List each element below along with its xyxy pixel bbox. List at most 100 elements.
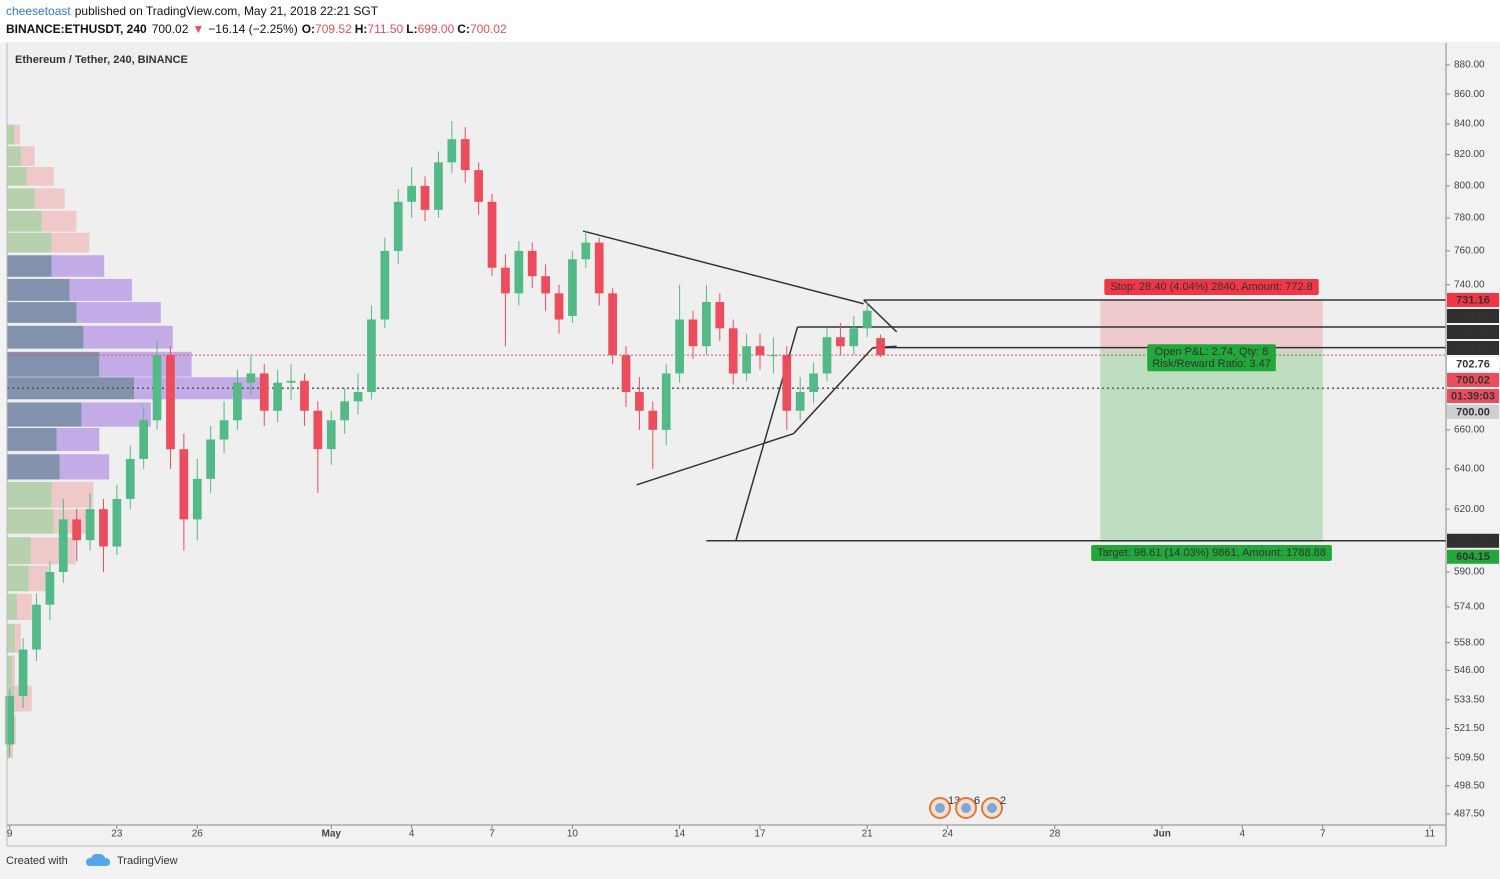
candle-body: [487, 201, 497, 268]
candle-body: [45, 572, 55, 605]
candle-body: [286, 380, 296, 383]
y-tick-label: 487.50: [1454, 809, 1485, 820]
volume-up: [7, 402, 82, 427]
volume-up: [7, 428, 57, 451]
y-tick-label: 660.00: [1454, 424, 1485, 435]
pnl-label: Open P&L: 2.74, Qty: 8: [1155, 346, 1269, 358]
ratio-label: Risk/Reward Ratio: 3.47: [1152, 358, 1271, 370]
stop-label-bg: [1104, 278, 1319, 295]
price-label-bg: [1447, 388, 1499, 403]
y-tick-label: 574.00: [1454, 602, 1485, 613]
h: 711.50: [367, 22, 403, 36]
volume-down: [20, 146, 35, 166]
volume-down: [41, 210, 77, 232]
author[interactable]: cheesetoast: [6, 4, 71, 18]
volume-down: [11, 655, 15, 686]
chart-layer: Stop: 28.40 (4.04%) 2840, Amount: 772.8 T…: [5, 120, 1446, 819]
price-label: 729.80: [1456, 310, 1490, 322]
volume-down: [56, 428, 100, 451]
candle-body: [139, 420, 149, 459]
logo: [86, 853, 110, 866]
x-tick-label: 4: [409, 829, 415, 840]
price-label-bg: [1447, 340, 1499, 355]
candle-body: [554, 293, 564, 320]
candle-body: [85, 509, 95, 541]
volume-down: [99, 351, 192, 377]
x-tick-label: 4: [1240, 829, 1246, 840]
candle-body: [514, 250, 524, 294]
footer-brand[interactable]: TradingView: [117, 855, 178, 867]
volume-up: [7, 325, 84, 349]
candle-body: [675, 319, 684, 374]
candle-body: [474, 170, 483, 202]
volume-up: [7, 623, 15, 653]
candle-body: [822, 337, 832, 374]
volume-down: [51, 255, 105, 277]
volume-up: [7, 509, 54, 534]
candle-body: [420, 185, 430, 210]
y-tick-label: 880.00: [1454, 60, 1485, 71]
volume-up: [7, 210, 42, 232]
candle-body: [246, 373, 256, 383]
pnl-bg: [1147, 344, 1276, 372]
published: published on TradingView.com, May 21, 20…: [75, 4, 379, 18]
y-tick-label: 760.00: [1454, 246, 1485, 257]
x-tick-label: 23: [111, 829, 123, 840]
candle-body: [862, 310, 872, 329]
candle-body: [393, 201, 403, 251]
price-label-bg: [1447, 372, 1499, 387]
price-label: 715.75: [1456, 326, 1490, 338]
x-tick-label: 17: [754, 829, 766, 840]
c-label: C:: [457, 22, 470, 36]
y-tick-label: 620.00: [1454, 504, 1485, 515]
event-icon-inner: [987, 803, 997, 813]
candle-body: [32, 604, 41, 650]
x-tick-label: 7: [489, 829, 495, 840]
trend-line: [636, 432, 794, 486]
candle-body: [876, 338, 885, 356]
x-tick-label: May: [322, 829, 342, 840]
candle-body: [112, 498, 122, 547]
target-label-bg: [1091, 544, 1332, 561]
price-label-bg: [1447, 292, 1499, 307]
candle-body: [809, 373, 818, 392]
c: 700.02: [470, 22, 507, 36]
volume-down: [9, 740, 13, 759]
volume-down: [14, 623, 21, 653]
volume-down: [59, 454, 110, 480]
price-label: 700.02: [1456, 374, 1490, 386]
candle-body: [99, 509, 108, 547]
volume-up: [7, 278, 70, 301]
candle-body: [836, 337, 845, 347]
event-icon-inner: [961, 803, 971, 813]
candle-body: [407, 185, 416, 202]
volume-up: [7, 454, 60, 480]
volume-down: [16, 593, 32, 620]
event-count: 2: [1000, 795, 1006, 807]
candle-body: [300, 380, 309, 411]
volume-down: [13, 124, 20, 145]
candle-body: [233, 382, 242, 421]
volume-up: [7, 188, 35, 209]
trend-line: [582, 230, 864, 305]
y-tick-label: 558.00: [1454, 637, 1485, 648]
trend-line: [792, 347, 874, 435]
candle-body: [313, 410, 323, 450]
candle-body: [648, 410, 658, 430]
volume-up: [7, 302, 77, 323]
candle-body: [434, 162, 443, 210]
candle-body: [58, 519, 68, 573]
price-label: 700.00: [1456, 406, 1490, 418]
target-label: Target: 98.61 (14.03%) 9861, Amount: 178…: [1097, 547, 1326, 559]
y-tick-label: 800.00: [1454, 181, 1485, 192]
candle-body: [501, 267, 510, 294]
candle-body: [166, 355, 175, 450]
price-label: 604.72: [1456, 535, 1490, 547]
y-tick-label: 820.00: [1454, 149, 1485, 160]
price-label: 731.16: [1456, 294, 1490, 306]
candle-body: [367, 319, 376, 392]
candle-body: [380, 250, 390, 320]
candle-body: [259, 373, 269, 411]
